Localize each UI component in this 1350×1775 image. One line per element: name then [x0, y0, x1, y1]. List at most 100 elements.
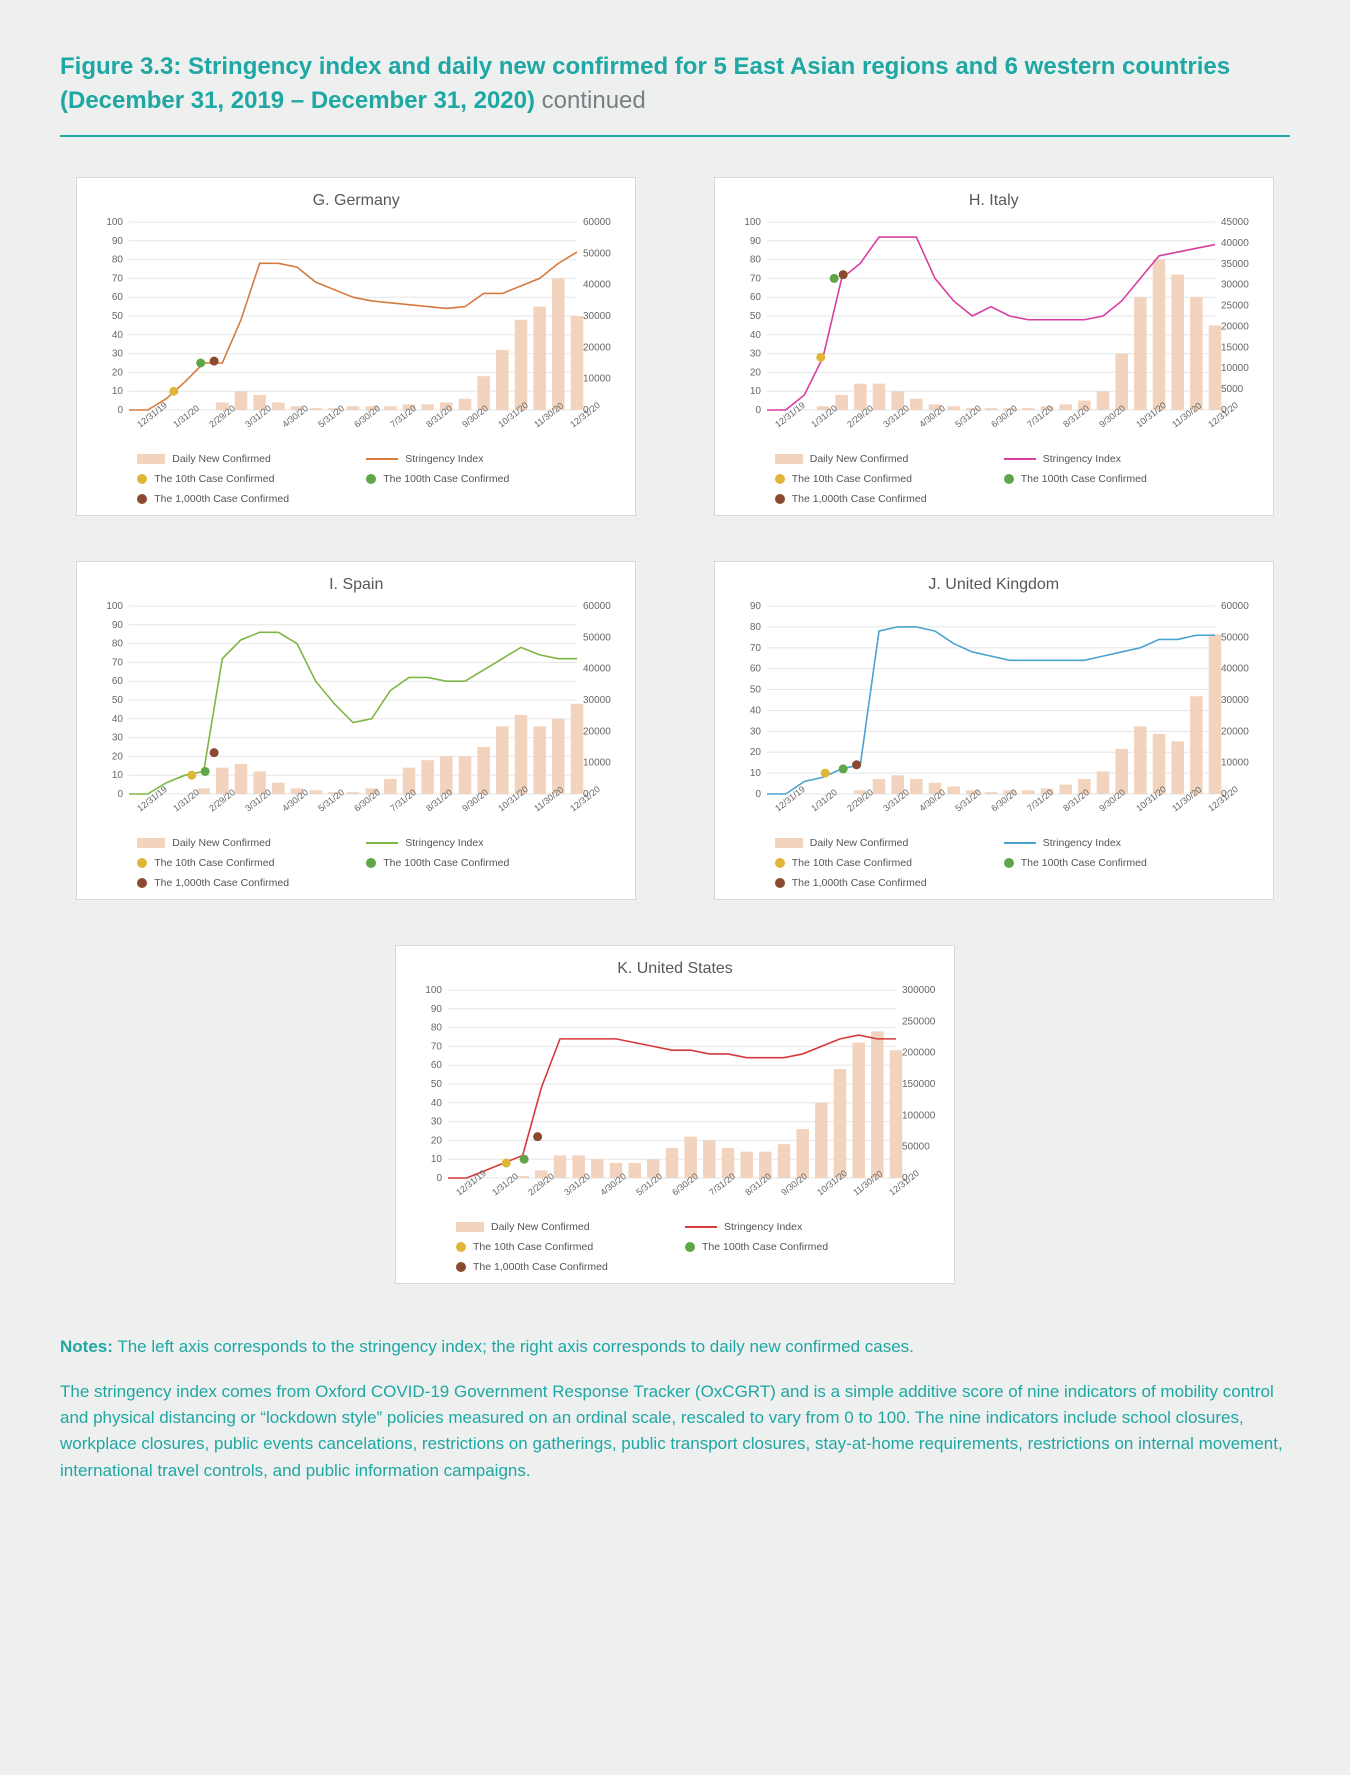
svg-text:20000: 20000: [1221, 727, 1249, 738]
x-tick-label: 2/29/20: [208, 421, 215, 429]
svg-text:20: 20: [431, 1136, 443, 1147]
legend-c100-label: The 100th Case Confirmed: [1021, 857, 1147, 869]
x-tick-label: 4/30/20: [280, 421, 287, 429]
svg-text:60: 60: [112, 292, 124, 303]
svg-text:40: 40: [431, 1098, 443, 1109]
svg-text:50000: 50000: [583, 249, 611, 260]
x-tick-label: 9/30/20: [1098, 805, 1105, 813]
x-tick-label: 10/31/20: [496, 421, 503, 429]
x-tick-label: 12/31/19: [773, 421, 780, 429]
svg-text:20: 20: [112, 368, 124, 379]
x-axis-labels: 12/31/191/31/202/29/203/31/204/30/205/31…: [767, 421, 1213, 431]
x-tick-label: 4/30/20: [917, 421, 924, 429]
x-tick-label: 5/31/20: [953, 421, 960, 429]
legend-c100: The 100th Case Confirmed: [1004, 473, 1213, 485]
svg-text:10000: 10000: [1221, 758, 1249, 769]
svg-text:300000: 300000: [902, 985, 936, 996]
svg-text:80: 80: [112, 255, 124, 266]
svg-text:0: 0: [118, 405, 124, 416]
legend-stringency-label: Stringency Index: [405, 837, 483, 849]
x-tick-label: 10/31/20: [1134, 421, 1141, 429]
legend-stringency-label: Stringency Index: [405, 453, 483, 465]
chart-panel-G: G. Germany010203040506070809010001000020…: [76, 177, 636, 516]
svg-text:40000: 40000: [583, 280, 611, 291]
x-tick-label: 6/30/20: [352, 421, 359, 429]
x-tick-label: 8/31/20: [1062, 805, 1069, 813]
legend-c1000: The 1,000th Case Confirmed: [137, 877, 346, 889]
legend-c100-label: The 100th Case Confirmed: [383, 473, 509, 485]
svg-text:100: 100: [744, 217, 761, 228]
svg-text:100: 100: [107, 217, 124, 228]
legend-c1000-label: The 1,000th Case Confirmed: [473, 1261, 608, 1273]
svg-text:10000: 10000: [1221, 363, 1249, 374]
chart-panel-I: I. Spain01020304050607080901000100002000…: [76, 561, 636, 900]
x-tick-label: 4/30/20: [599, 1189, 606, 1197]
legend-stringency: Stringency Index: [685, 1221, 894, 1233]
notes-label: Notes:: [60, 1337, 113, 1356]
svg-text:70: 70: [750, 274, 762, 285]
chart-svg: 0102030405060708090010000200003000040000…: [725, 600, 1265, 800]
svg-text:40000: 40000: [1221, 664, 1249, 675]
x-tick-label: 12/31/20: [887, 1189, 894, 1197]
svg-text:60: 60: [750, 292, 762, 303]
svg-text:80: 80: [750, 255, 762, 266]
x-tick-label: 6/30/20: [352, 805, 359, 813]
chart-legend: Daily New Confirmed Stringency Index The 1…: [87, 837, 625, 889]
x-tick-label: 11/30/20: [532, 805, 539, 813]
x-tick-label: 7/31/20: [388, 805, 395, 813]
legend-c100: The 100th Case Confirmed: [1004, 857, 1213, 869]
legend-stringency: Stringency Index: [1004, 453, 1213, 465]
legend-c1000-label: The 1,000th Case Confirmed: [792, 493, 927, 505]
x-tick-label: 4/30/20: [917, 805, 924, 813]
x-tick-label: 2/29/20: [526, 1189, 533, 1197]
svg-text:60000: 60000: [583, 601, 611, 612]
svg-text:150000: 150000: [902, 1079, 936, 1090]
x-tick-label: 6/30/20: [989, 805, 996, 813]
svg-text:100000: 100000: [902, 1111, 936, 1122]
x-tick-label: 4/30/20: [280, 805, 287, 813]
x-tick-label: 7/31/20: [707, 1189, 714, 1197]
legend-daily-label: Daily New Confirmed: [172, 837, 271, 849]
legend-daily: Daily New Confirmed: [137, 837, 346, 849]
legend-daily-label: Daily New Confirmed: [810, 837, 909, 849]
x-tick-label: 11/30/20: [851, 1189, 858, 1197]
svg-text:50: 50: [112, 695, 124, 706]
chart-legend: Daily New ConfirmedStringency IndexThe 1…: [87, 453, 625, 505]
legend-daily: Daily New Confirmed: [456, 1221, 665, 1233]
svg-text:40000: 40000: [1221, 238, 1249, 249]
x-tick-label: 5/31/20: [953, 805, 960, 813]
svg-text:10: 10: [750, 768, 762, 779]
svg-text:15000: 15000: [1221, 343, 1249, 354]
svg-text:200000: 200000: [902, 1048, 936, 1059]
legend-stringency: Stringency Index: [1004, 837, 1213, 849]
legend-stringency-label: Stringency Index: [1043, 837, 1121, 849]
svg-text:30000: 30000: [583, 311, 611, 322]
notes-para2: The stringency index comes from Oxford C…: [60, 1379, 1290, 1484]
svg-text:20: 20: [112, 752, 124, 763]
x-tick-label: 5/31/20: [316, 805, 323, 813]
svg-text:50000: 50000: [583, 633, 611, 644]
svg-text:70: 70: [112, 658, 124, 669]
svg-text:100: 100: [425, 985, 442, 996]
legend-c1000-label: The 1,000th Case Confirmed: [154, 493, 289, 505]
svg-text:100: 100: [107, 601, 124, 612]
chart-legend: Daily New ConfirmedStringency IndexThe 1…: [725, 453, 1263, 505]
x-tick-label: 1/31/20: [172, 421, 179, 429]
svg-text:40: 40: [750, 706, 762, 717]
legend-c100-label: The 100th Case Confirmed: [702, 1241, 828, 1253]
x-tick-label: 7/31/20: [388, 421, 395, 429]
svg-text:45000: 45000: [1221, 217, 1249, 228]
svg-text:0: 0: [755, 789, 761, 800]
svg-text:30000: 30000: [1221, 280, 1249, 291]
legend-stringency-label: Stringency Index: [1043, 453, 1121, 465]
svg-text:0: 0: [118, 789, 124, 800]
legend-c10: The 10th Case Confirmed: [456, 1241, 665, 1253]
legend-c100: The 100th Case Confirmed: [366, 857, 575, 869]
svg-text:80: 80: [431, 1023, 443, 1034]
x-tick-label: 8/31/20: [1062, 421, 1069, 429]
svg-text:30: 30: [750, 727, 762, 738]
x-tick-label: 11/30/20: [1170, 805, 1177, 813]
x-tick-label: 3/31/20: [881, 421, 888, 429]
x-tick-label: 10/31/20: [1134, 805, 1141, 813]
legend-c1000: The 1,000th Case Confirmed: [137, 493, 346, 505]
